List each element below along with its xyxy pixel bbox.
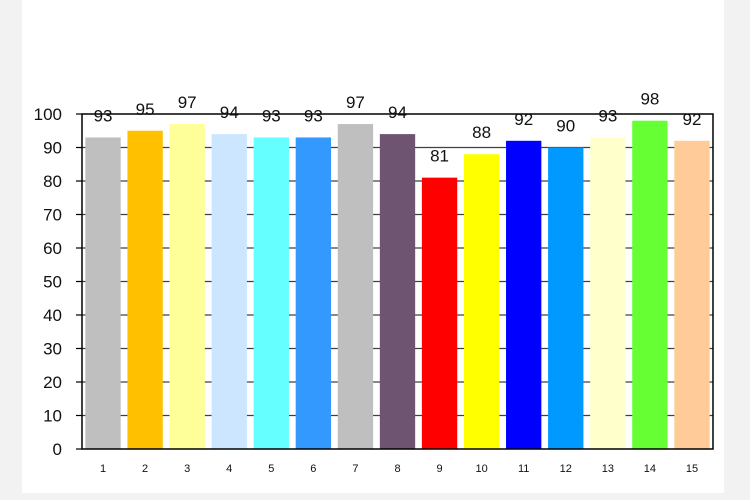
- y-tick-label-40: 40: [43, 306, 62, 325]
- data-label-5: 93: [262, 106, 281, 125]
- data-label-14: 98: [640, 90, 659, 109]
- x-tick-label-8: 8: [394, 463, 400, 475]
- y-tick-label-10: 10: [43, 407, 62, 426]
- x-tick-label-7: 7: [352, 463, 358, 475]
- x-tick-label-13: 13: [602, 463, 614, 475]
- y-tick-label-0: 0: [53, 440, 62, 459]
- data-label-10: 88: [472, 123, 491, 142]
- y-tick-label-80: 80: [43, 172, 62, 191]
- y-tick-label-50: 50: [43, 273, 62, 292]
- bar-13: [590, 137, 626, 449]
- bar-12: [548, 147, 584, 449]
- y-tick-label-70: 70: [43, 206, 62, 225]
- x-tick-label-9: 9: [437, 463, 443, 475]
- y-tick-label-20: 20: [43, 373, 62, 392]
- x-tick-label-4: 4: [226, 463, 232, 475]
- x-tick-label-6: 6: [310, 463, 316, 475]
- x-tick-label-2: 2: [142, 463, 148, 475]
- x-tick-label-10: 10: [476, 463, 488, 475]
- bar-5: [253, 137, 289, 449]
- x-tick-label-11: 11: [518, 463, 529, 475]
- bar-2: [127, 130, 163, 449]
- x-tick-label-5: 5: [268, 463, 274, 475]
- x-tick-label-15: 15: [686, 463, 698, 475]
- y-axis-ticks: 0 10 20 30 40 50 60 70 80 90 100: [34, 105, 82, 459]
- x-tick-label-3: 3: [184, 463, 190, 475]
- x-tick-label-14: 14: [644, 463, 656, 475]
- bar-6: [295, 137, 332, 449]
- y-tick-label-100: 100: [34, 105, 62, 124]
- data-label-13: 93: [598, 106, 617, 125]
- bar-7: [337, 124, 374, 450]
- bar-9: [421, 177, 458, 449]
- data-label-7: 97: [346, 93, 365, 112]
- data-label-3: 97: [178, 93, 197, 112]
- bar-3: [169, 124, 205, 450]
- data-label-4: 94: [220, 103, 239, 122]
- y-tick-label-30: 30: [43, 340, 62, 359]
- x-tick-label-1: 1: [100, 463, 106, 475]
- y-tick-label-60: 60: [43, 239, 62, 258]
- x-tick-label-12: 12: [560, 463, 572, 475]
- bar-1: [85, 137, 121, 449]
- bars: [85, 120, 710, 450]
- bar-15: [674, 140, 710, 450]
- bar-10: [463, 154, 500, 449]
- x-axis-ticks: 1 2 3 4 5 6 7 8 9 10 11 12 13 14 15: [100, 463, 698, 475]
- data-label-1: 93: [94, 106, 113, 125]
- data-label-6: 93: [304, 106, 323, 125]
- data-label-11: 92: [514, 110, 533, 129]
- bar-4: [211, 134, 247, 449]
- bar-11: [506, 140, 542, 450]
- data-label-15: 92: [683, 110, 702, 129]
- data-label-9: 81: [430, 147, 449, 166]
- data-label-12: 90: [556, 117, 575, 136]
- bar-14: [632, 120, 668, 449]
- y-tick-label-90: 90: [43, 139, 62, 158]
- data-label-2: 95: [136, 100, 155, 119]
- data-labels: 93 95 97 94 93 93 97 94 81 88 92 90 93 98 92: [94, 90, 702, 166]
- data-label-8: 94: [388, 103, 407, 122]
- bar-8: [379, 134, 416, 449]
